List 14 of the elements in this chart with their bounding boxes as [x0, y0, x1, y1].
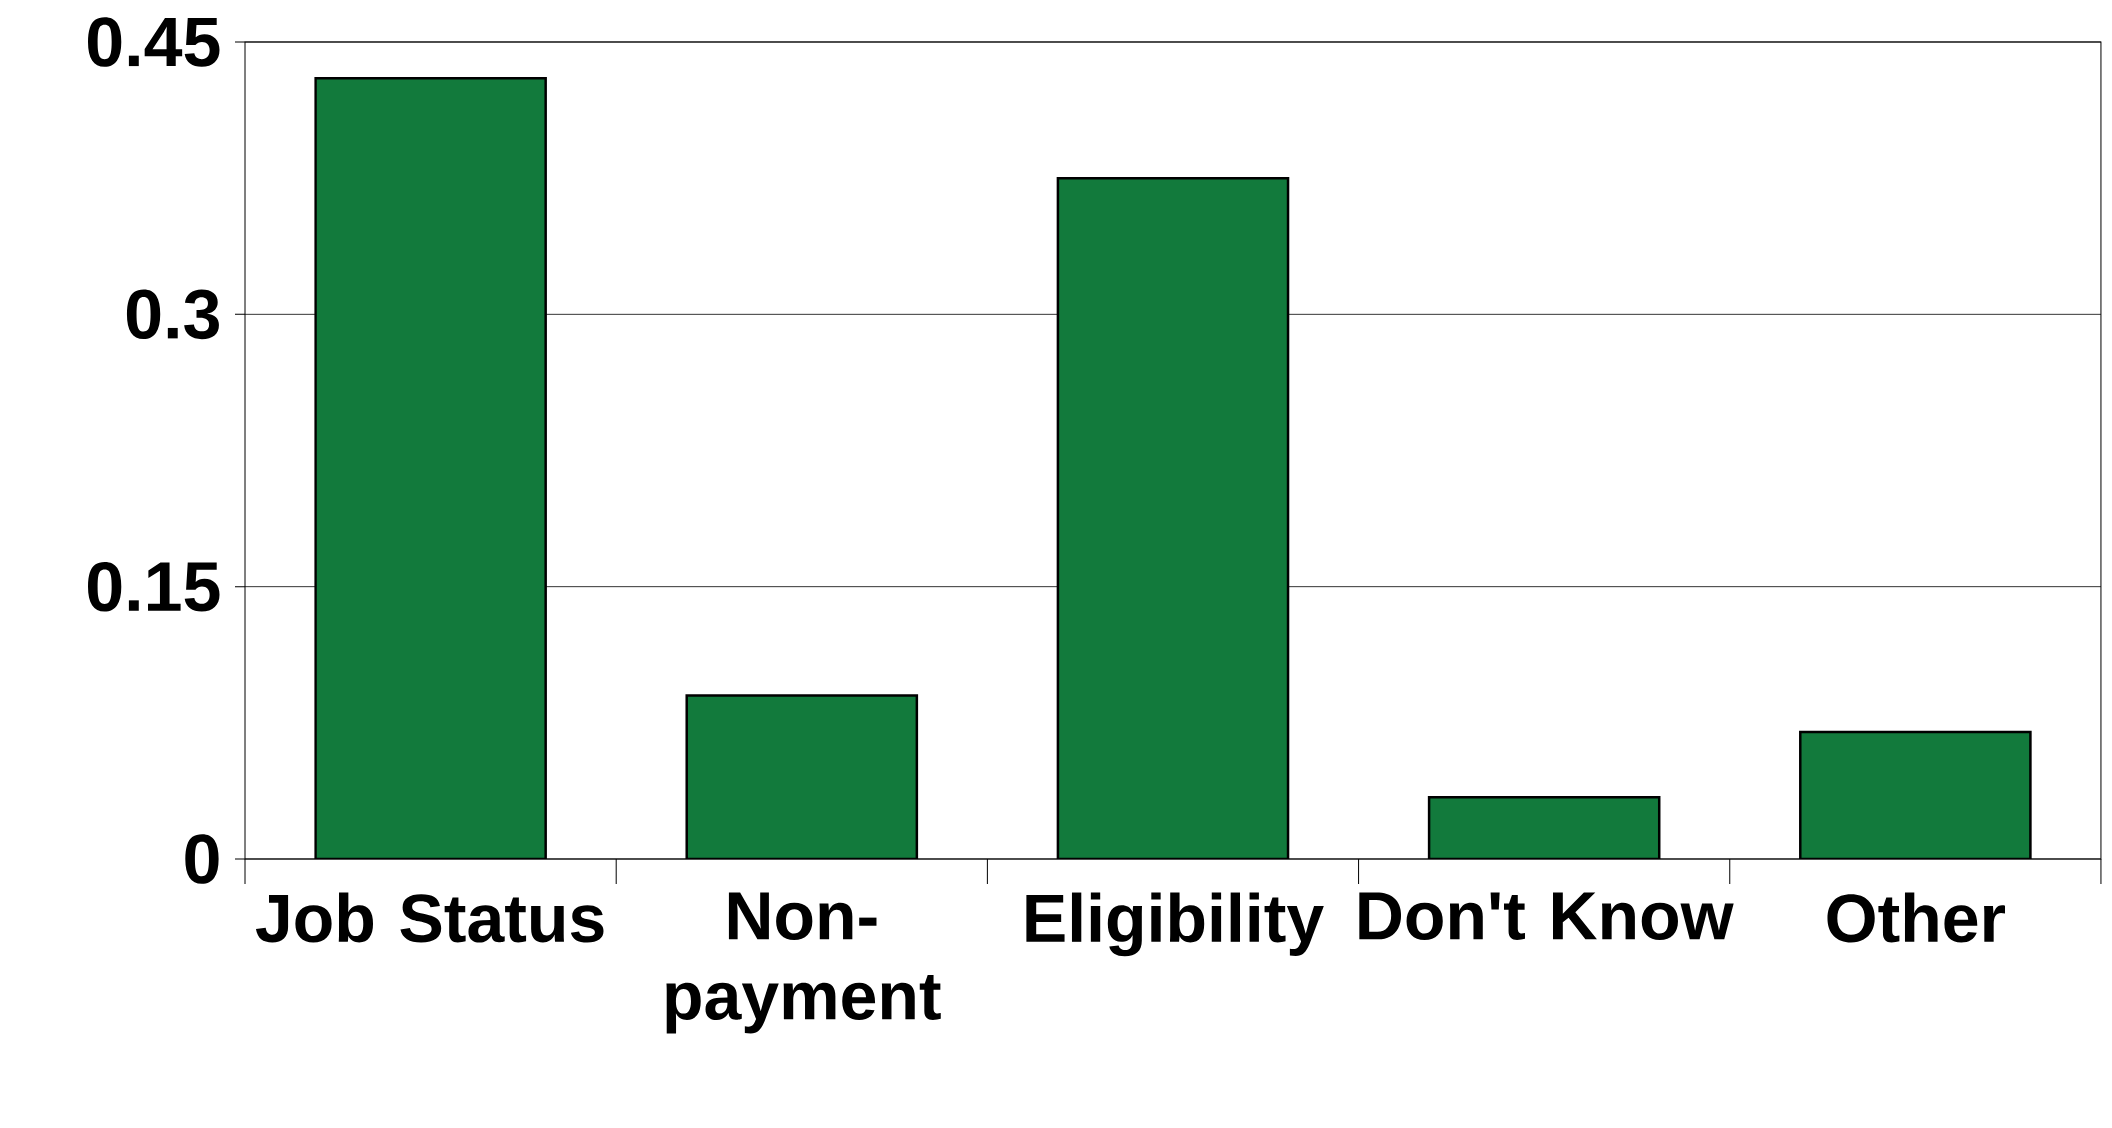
x-tick-label: Job Status	[255, 892, 604, 943]
y-tick-label: 0.15	[88, 561, 220, 612]
bar	[314, 77, 547, 859]
bar	[1799, 730, 2032, 859]
y-tick-label: 0	[185, 834, 219, 884]
x-tick-label: Non-payment	[666, 892, 941, 1034]
x-tick-label: Don't Know	[1359, 892, 1734, 940]
x-tick-label: Eligibility	[1026, 892, 1324, 957]
y-tick-label: 0.45	[88, 17, 220, 67]
y-tick-label: 0.3	[126, 289, 219, 340]
bar	[1427, 796, 1661, 859]
bar	[1056, 176, 1290, 859]
bar	[685, 694, 919, 859]
x-tick-label: Other	[1827, 892, 2006, 943]
